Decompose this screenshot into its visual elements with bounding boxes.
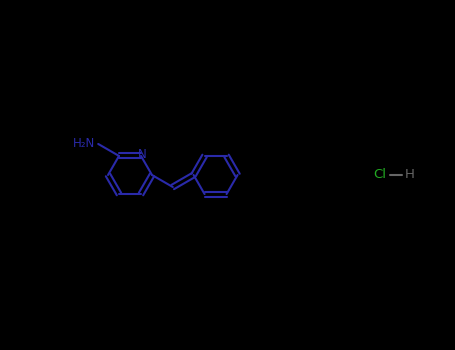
Text: H: H [405,168,415,182]
Text: Cl: Cl [374,168,386,182]
Text: N: N [137,148,147,161]
Text: H₂N: H₂N [73,138,95,150]
